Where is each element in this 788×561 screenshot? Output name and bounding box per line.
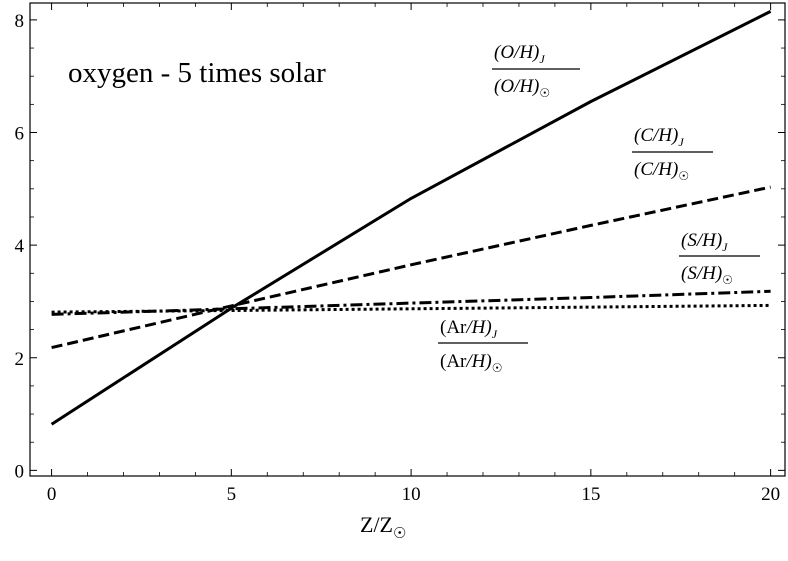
series-line-sulfur	[51, 289, 771, 316]
plot-frame	[29, 2, 786, 477]
x-tick-label: 0	[47, 484, 57, 505]
carbon-label: (C/H)J (C/H)☉	[632, 125, 713, 183]
oxygen-label: (O/H)J (O/H)☉	[492, 42, 580, 100]
sulfur-label-numerator: (S/H)J	[681, 230, 728, 254]
annotation-text: oxygen - 5 times solar	[68, 57, 326, 89]
oxygen-label-numerator: (O/H)J	[494, 42, 545, 66]
x-tick-label: 5	[227, 484, 237, 505]
x-tick-label: 15	[581, 484, 600, 505]
carbon-label-denominator: (C/H)☉	[634, 159, 689, 183]
series-lines	[50, 10, 772, 426]
x-tick-label: 10	[402, 484, 421, 505]
oxygen-label-denominator: (O/H)☉	[494, 76, 550, 100]
argon-label-numerator: (Ar/H)J	[440, 317, 498, 341]
series-line-oxygen	[50, 10, 772, 426]
carbon-label-numerator: (C/H)J	[634, 125, 684, 149]
series-line-argon	[51, 303, 771, 314]
sulfur-label: (S/H)J (S/H)☉	[679, 230, 760, 287]
y-tick-label: 6	[15, 124, 25, 145]
y-tick-label: 2	[15, 349, 25, 370]
x-axis-label: Z/Z☉	[360, 512, 406, 542]
argon-label: (Ar/H)J (Ar/H)☉	[438, 317, 528, 375]
y-tick-label: 4	[15, 236, 25, 257]
x-tick-label: 20	[761, 484, 780, 505]
sulfur-label-denominator: (S/H)☉	[681, 263, 733, 287]
series-line-carbon	[51, 185, 771, 350]
argon-label-denominator: (Ar/H)☉	[440, 351, 502, 375]
y-tick-label: 0	[15, 461, 25, 482]
y-tick-label: 8	[15, 11, 25, 32]
ticks: 0 5 10 15 20 0 2 4 6 8	[15, 3, 785, 505]
